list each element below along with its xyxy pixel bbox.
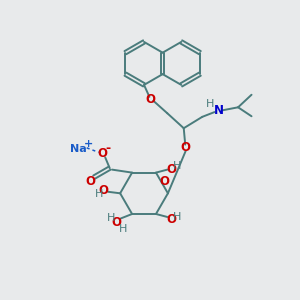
Text: H: H (119, 224, 127, 234)
Text: H: H (107, 214, 116, 224)
Text: H: H (173, 161, 182, 171)
Text: N: N (214, 104, 224, 117)
Text: O: O (167, 213, 176, 226)
Text: O: O (99, 184, 109, 197)
Text: O: O (181, 141, 191, 154)
Text: O: O (97, 147, 107, 160)
Text: H: H (206, 99, 214, 109)
Text: O: O (145, 93, 155, 106)
Text: +: + (84, 139, 93, 149)
Text: O: O (159, 175, 169, 188)
Text: H: H (173, 212, 182, 222)
Text: Na: Na (70, 144, 87, 154)
Text: O: O (112, 216, 122, 229)
Text: O: O (167, 163, 176, 176)
Text: H: H (94, 189, 103, 199)
Text: -: - (105, 142, 110, 155)
Text: O: O (85, 175, 95, 188)
